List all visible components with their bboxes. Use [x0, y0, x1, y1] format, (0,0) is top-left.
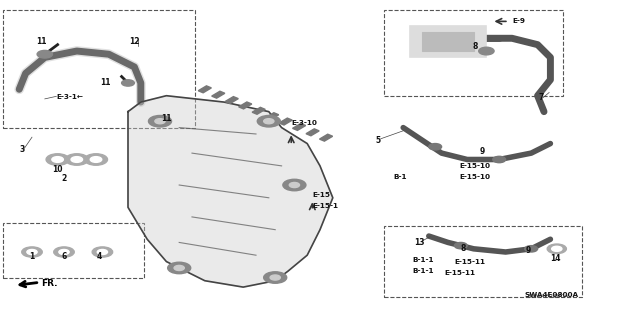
Circle shape: [65, 154, 88, 165]
Circle shape: [54, 247, 74, 257]
Circle shape: [37, 50, 52, 58]
Text: B-1-1: B-1-1: [413, 257, 435, 263]
Polygon shape: [128, 96, 333, 287]
Bar: [252, 107, 265, 114]
Circle shape: [479, 47, 494, 55]
Text: 10: 10: [52, 165, 63, 174]
Bar: [225, 97, 238, 104]
Circle shape: [71, 157, 83, 162]
Text: E-3-1←: E-3-1←: [56, 94, 83, 100]
Circle shape: [27, 249, 37, 255]
Bar: [384, 226, 582, 297]
Text: FR.: FR.: [42, 279, 58, 288]
Text: E-15-10: E-15-10: [460, 174, 490, 180]
Circle shape: [525, 246, 538, 252]
Text: E-15-10: E-15-10: [460, 163, 490, 169]
Bar: [3, 223, 144, 278]
Text: 9: 9: [525, 246, 531, 255]
Bar: [3, 10, 195, 128]
Circle shape: [22, 247, 42, 257]
Text: 11: 11: [161, 114, 172, 122]
Text: 2: 2: [61, 174, 67, 183]
Text: 11: 11: [100, 78, 111, 87]
Text: E-15: E-15: [312, 192, 330, 197]
Bar: [239, 102, 252, 109]
Text: B-1: B-1: [394, 174, 407, 180]
Text: 14: 14: [550, 254, 561, 263]
Text: 9: 9: [480, 147, 485, 156]
Circle shape: [97, 249, 108, 255]
Text: E-15-11: E-15-11: [454, 259, 485, 264]
Bar: [306, 129, 319, 136]
Circle shape: [84, 154, 108, 165]
Bar: [422, 32, 474, 51]
Text: 6: 6: [61, 252, 67, 261]
Bar: [410, 26, 486, 57]
Text: 7: 7: [538, 93, 543, 102]
Text: 4: 4: [97, 252, 102, 261]
Text: 3: 3: [20, 145, 25, 154]
Text: B-1-1: B-1-1: [413, 268, 435, 274]
Circle shape: [148, 115, 172, 127]
Text: 5: 5: [375, 136, 380, 145]
Circle shape: [52, 157, 63, 162]
Text: 8: 8: [472, 42, 477, 51]
Circle shape: [257, 115, 280, 127]
Text: E-9: E-9: [512, 18, 525, 24]
Circle shape: [92, 247, 113, 257]
Circle shape: [270, 275, 280, 280]
Text: 8: 8: [461, 244, 466, 253]
Circle shape: [493, 156, 506, 163]
Bar: [319, 134, 333, 141]
Circle shape: [264, 119, 274, 124]
Text: E-3-10: E-3-10: [291, 120, 317, 126]
Circle shape: [264, 272, 287, 283]
Text: SWA4E0800A: SWA4E0800A: [528, 293, 570, 299]
Text: SWA4E0800A: SWA4E0800A: [525, 292, 579, 298]
Circle shape: [46, 154, 69, 165]
Circle shape: [289, 182, 300, 188]
Bar: [292, 123, 306, 130]
Circle shape: [90, 157, 102, 162]
Bar: [212, 91, 225, 98]
Bar: [266, 113, 279, 120]
Bar: [279, 118, 292, 125]
Text: 13: 13: [414, 238, 424, 247]
Circle shape: [283, 179, 306, 191]
Circle shape: [168, 262, 191, 274]
Circle shape: [547, 244, 566, 254]
Circle shape: [122, 80, 134, 86]
Circle shape: [59, 249, 69, 255]
Bar: [198, 86, 211, 93]
Circle shape: [552, 246, 562, 251]
Text: 11: 11: [36, 37, 47, 46]
Circle shape: [454, 242, 467, 249]
Text: 1: 1: [29, 252, 35, 261]
Text: 12: 12: [129, 37, 140, 46]
Text: E-15-11: E-15-11: [445, 270, 476, 276]
Circle shape: [155, 119, 165, 124]
Bar: [384, 10, 563, 96]
Circle shape: [429, 144, 442, 150]
Text: E-15-1: E-15-1: [312, 203, 339, 209]
Circle shape: [174, 265, 184, 271]
